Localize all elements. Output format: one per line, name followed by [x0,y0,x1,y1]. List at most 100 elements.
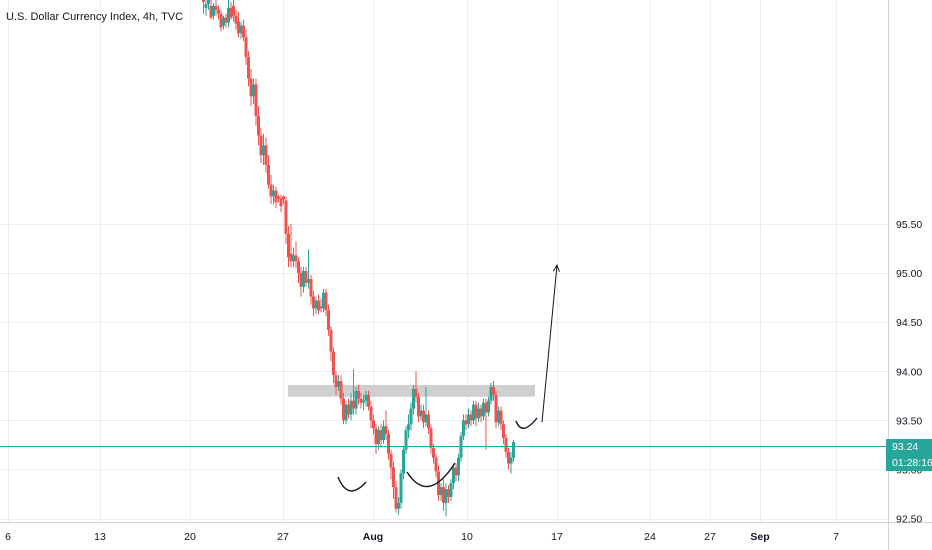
candle-body [434,457,438,472]
candle-body [294,255,298,262]
candle-body [329,330,333,352]
candle-body [397,502,400,509]
candle-body [449,483,453,497]
forecast-arrow [541,265,558,423]
x-tick-label: 24 [644,531,656,543]
candle-body [377,430,380,444]
candle-body [287,233,290,258]
candle-body [487,400,490,413]
candle-body [217,9,220,14]
candle-body [244,37,248,57]
candle-body [417,396,420,417]
candle-body [247,56,250,79]
candle-body [464,420,468,425]
candle-body [264,145,268,165]
candle-body [222,17,225,26]
candle-body [249,78,253,97]
candle-body [457,457,460,476]
candle-body [414,388,418,397]
candle-body [284,200,288,234]
candle-body [242,25,245,38]
candle-body [309,278,313,297]
candle-body [344,404,348,421]
y-tick-label: 95.00 [896,268,922,280]
candle-body [422,410,425,423]
candle-body [492,386,495,395]
candle-body [299,273,303,287]
candle-body [372,420,375,429]
candle-body [489,386,493,401]
candle-body [279,198,283,207]
x-tick-label: 7 [833,531,839,543]
x-tick-label: 27 [704,531,716,543]
candle-body [227,7,230,23]
candle-body [332,351,335,376]
candle-body [384,426,388,435]
candle-body [407,424,410,431]
resistance-zone [288,385,535,397]
candle-body [477,408,480,419]
candle-body [262,145,265,156]
candle-body [404,430,408,450]
candle-body [214,5,218,10]
candle-body [359,398,363,403]
candle-body [267,165,270,185]
candle-body [349,400,353,415]
y-tick-label: 94.50 [896,317,922,329]
candle-body [369,406,373,421]
candle-body [337,381,340,387]
candle-body [312,296,315,309]
x-tick-label: 17 [551,531,563,543]
chart-title: U.S. Dollar Currency Index, 4h, TVC [6,11,184,23]
candle-body [502,424,505,439]
candle-body [259,135,263,156]
candle-body [272,190,275,197]
candle-body [319,306,323,309]
candle-body [382,426,385,440]
candle-body [282,196,285,200]
y-tick-label: 93.50 [896,415,922,427]
y-tick-label: 92.50 [896,514,922,526]
x-tick-label: 27 [277,531,289,543]
candle-body [257,115,260,136]
candle-body [219,13,223,28]
candle-body [499,410,503,425]
candle-body [229,7,233,18]
candle-body [364,394,368,401]
candle-body [504,438,508,452]
candle-body [317,300,320,311]
candle-body [497,410,500,423]
candle-body [374,428,378,444]
candle-body [239,25,243,34]
left-shoulder-arc [337,476,367,492]
x-tick-label: Sep [750,531,769,543]
candle-body [479,408,483,417]
candle-body [512,441,515,458]
candle-body [357,390,360,399]
candle-body [202,0,205,2]
candle-body [454,467,458,476]
candle-body [447,489,450,497]
candle-body [347,404,350,415]
candle-body [314,300,318,309]
candle-body [207,0,210,4]
candle-body [342,398,345,421]
forecast-arrowhead [552,264,560,272]
x-tick-label: Aug [363,531,383,543]
candle-body [379,430,383,440]
candle-body [204,3,208,8]
candle-body [412,388,415,409]
candle-body [327,310,330,330]
candle-body [302,271,305,287]
candle-body [472,404,475,421]
candle-body [334,375,338,387]
candle-body [324,292,328,311]
candle-body [484,402,488,413]
candle-body [352,400,355,409]
candle-body [297,261,300,274]
candle-body [442,487,445,503]
candle-body [389,453,393,468]
candle-body [304,271,308,283]
candle-body [307,278,310,283]
